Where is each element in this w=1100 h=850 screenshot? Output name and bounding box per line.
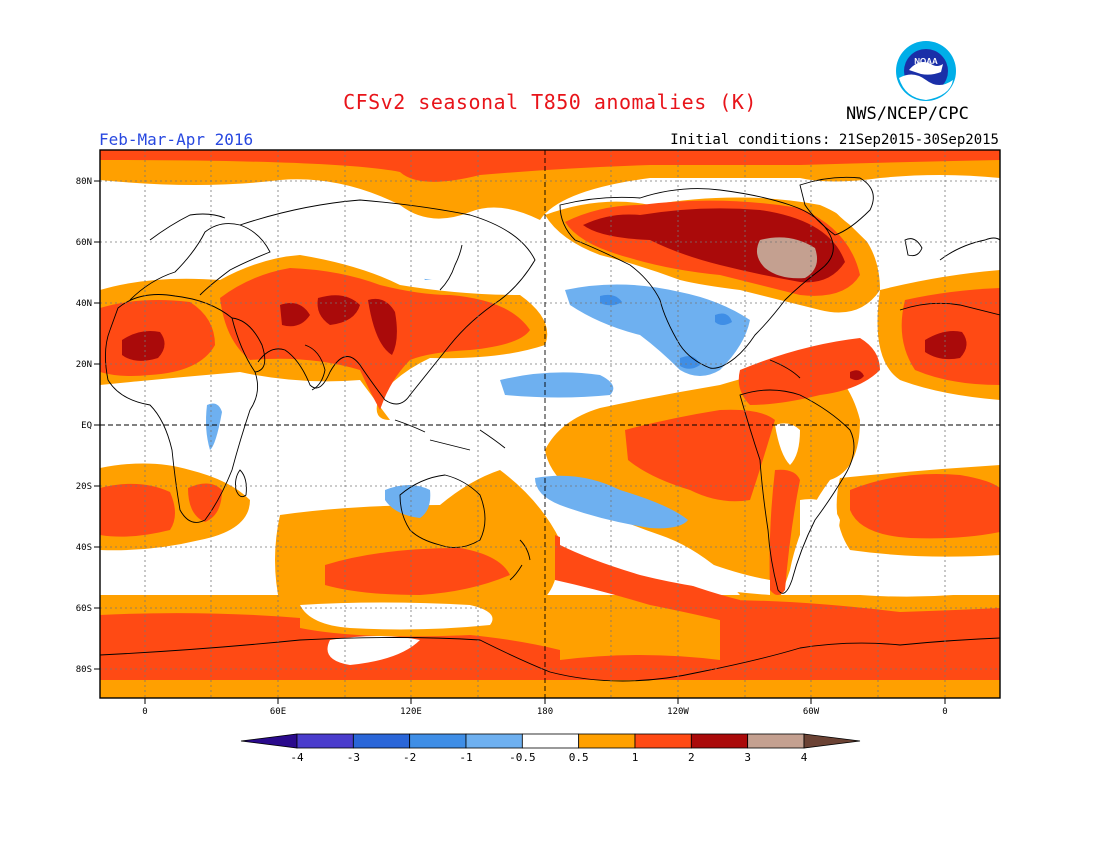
colorbar-box	[352, 733, 411, 749]
lat-label: 80N	[76, 177, 92, 187]
colorbar-arrow-high	[803, 733, 861, 749]
chart-title: CFSv2 seasonal T850 anomalies (K)	[343, 90, 757, 114]
anomaly-tan-regions	[756, 237, 818, 279]
coastlines	[100, 176, 1000, 682]
logo-text: NOAA	[914, 57, 938, 66]
season-label: Feb-Mar-Apr 2016	[99, 130, 254, 149]
colorbar-tick-label: 4	[801, 751, 808, 764]
lat-label: EQ	[81, 421, 92, 431]
lat-label: 40N	[76, 299, 92, 309]
lon-label: 120W	[667, 707, 689, 717]
colorbar-box	[690, 733, 749, 749]
agency-label: NWS/NCEP/CPC	[846, 104, 969, 124]
colorbar-tick-label: 1	[632, 751, 639, 764]
lon-label: 60W	[803, 707, 820, 717]
colorbar-tick-label: 2	[688, 751, 695, 764]
map-frame	[99, 149, 1001, 699]
colorbar-tick-label: -2	[403, 751, 416, 764]
anomaly-blue-regions	[195, 224, 1000, 529]
colorbar-box	[296, 733, 354, 749]
lon-label: 60E	[270, 707, 286, 717]
lat-label: 20S	[76, 482, 92, 492]
colorbar-tick-label: -3	[347, 751, 360, 764]
lon-label: 120E	[400, 707, 422, 717]
initial-conditions: Initial conditions: 21Sep2015-30Sep2015	[670, 132, 999, 148]
colorbar-tick-label: 3	[744, 751, 751, 764]
axis-ticks	[94, 180, 946, 704]
colorbar-tick-label: -4	[290, 751, 304, 764]
colorbar-box	[465, 733, 523, 749]
graticule	[100, 150, 1000, 698]
lon-label: 0	[142, 707, 147, 717]
lon-labels: 0 60E 120E 180 120W 60W 0	[142, 707, 947, 717]
colorbar-box	[634, 733, 692, 749]
lat-label: 60S	[76, 604, 92, 614]
colorbar-box	[578, 733, 636, 749]
near-normal-regions	[120, 187, 1000, 665]
colorbar-box	[521, 733, 580, 749]
equator-dateline	[100, 150, 1000, 698]
lat-labels: 80N 60N 40N 20N EQ 20S 40S 60S 80S	[76, 177, 92, 675]
lon-label: 0	[942, 707, 947, 717]
lat-label: 20N	[76, 360, 92, 370]
colorbar-tick-label: 0.5	[569, 751, 589, 764]
colorbar-box	[409, 733, 467, 749]
lat-label: 80S	[76, 665, 92, 675]
colorbar-box	[747, 733, 805, 749]
lon-label: 180	[537, 707, 553, 717]
colorbar-tick-label: -0.5	[509, 751, 536, 764]
lat-label: 40S	[76, 543, 92, 553]
lat-label: 60N	[76, 238, 92, 248]
colorbar: -4 -3 -2 -1 -0.5 0.5 1 2 3 4	[240, 733, 861, 764]
colorbar-arrow-low	[240, 733, 298, 749]
colorbar-tick-label: -1	[459, 751, 472, 764]
noaa-logo: NOAA	[896, 41, 956, 101]
map-panel	[100, 150, 1000, 698]
